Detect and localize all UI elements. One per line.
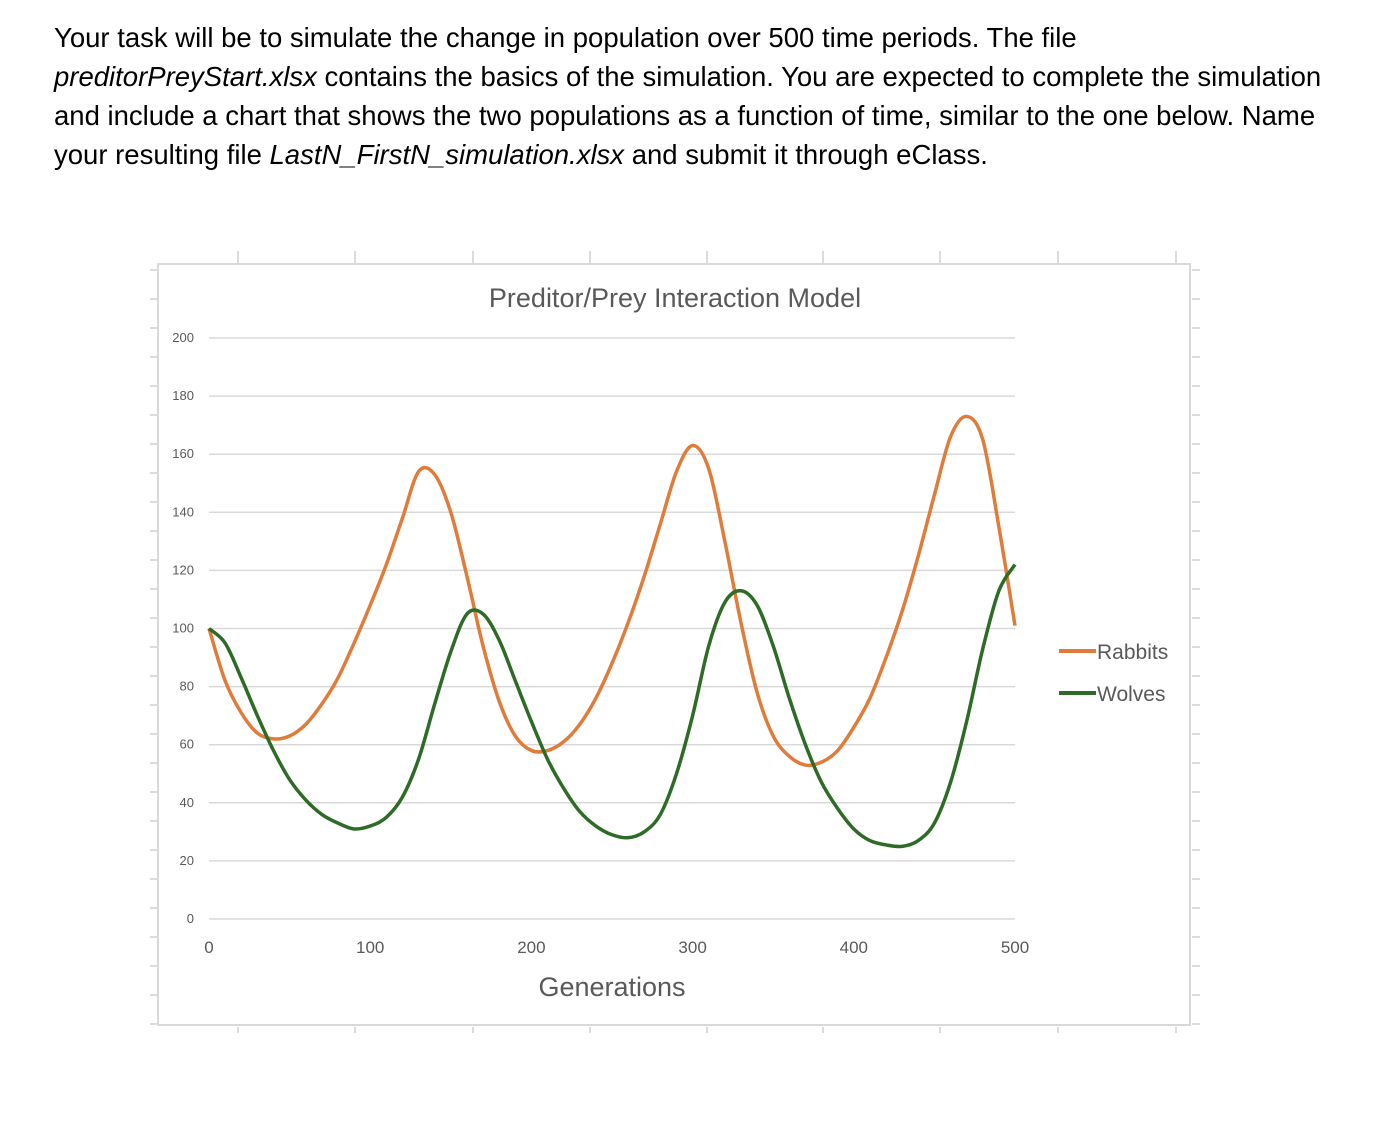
x-tick-label: 0 <box>204 938 213 957</box>
y-tick-label: 160 <box>172 446 194 461</box>
instructions-part3: and submit it through eClass. <box>624 139 988 170</box>
x-axis-label: Generations <box>538 972 685 1002</box>
x-tick-label: 100 <box>356 938 384 957</box>
instructions-part2: contains the basics of the simulation. Y… <box>54 61 1322 170</box>
y-tick-label: 0 <box>187 911 194 926</box>
y-tick-label: 80 <box>180 679 194 694</box>
y-tick-label: 40 <box>180 795 194 810</box>
y-tick-label: 120 <box>172 562 194 577</box>
x-tick-label: 500 <box>1001 938 1029 957</box>
series-line-rabbits <box>207 414 1017 768</box>
instructions-part1: Your task will be to simulate the change… <box>54 22 1077 53</box>
y-tick-label: 100 <box>172 621 194 636</box>
x-tick-label: 400 <box>840 938 868 957</box>
result-file-name: LastN_FirstN_simulation.xlsx <box>269 139 625 170</box>
x-tick-label: 300 <box>678 938 706 957</box>
start-file-name: preditorPreyStart.xlsx <box>54 61 317 92</box>
series-line-wolves <box>207 563 1017 849</box>
y-tick-label: 180 <box>172 388 194 403</box>
chart-frame <box>157 263 1191 1026</box>
y-tick-label: 20 <box>180 853 194 868</box>
chart-title: Preditor/Prey Interaction Model <box>489 283 861 313</box>
instructions-text: Your task will be to simulate the change… <box>54 18 1344 174</box>
x-tick-label: 200 <box>517 938 545 957</box>
y-tick-label: 200 <box>172 330 194 345</box>
y-tick-label: 60 <box>180 737 194 752</box>
legend-label-rabbits: Rabbits <box>1097 641 1168 664</box>
legend-label-wolves: Wolves <box>1097 683 1165 706</box>
y-tick-label: 140 <box>172 504 194 519</box>
